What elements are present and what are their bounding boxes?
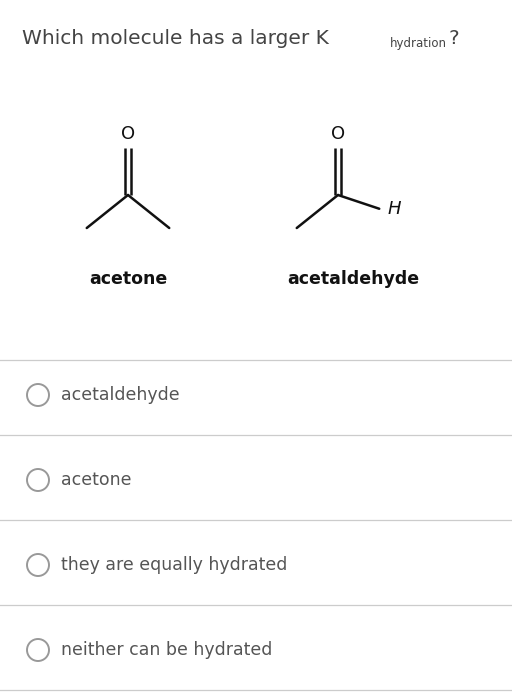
Text: acetaldehyde: acetaldehyde [287, 270, 419, 288]
Text: hydration: hydration [390, 36, 447, 50]
Text: acetaldehyde: acetaldehyde [61, 386, 180, 404]
Text: they are equally hydrated: they are equally hydrated [61, 556, 287, 574]
Text: O: O [121, 125, 135, 144]
Text: acetone: acetone [89, 270, 167, 288]
Text: neither can be hydrated: neither can be hydrated [61, 641, 272, 659]
Text: acetone: acetone [61, 471, 132, 489]
Text: ?: ? [448, 29, 459, 48]
Text: H: H [387, 199, 401, 218]
Text: O: O [331, 125, 345, 144]
Text: Which molecule has a larger K: Which molecule has a larger K [22, 29, 329, 48]
